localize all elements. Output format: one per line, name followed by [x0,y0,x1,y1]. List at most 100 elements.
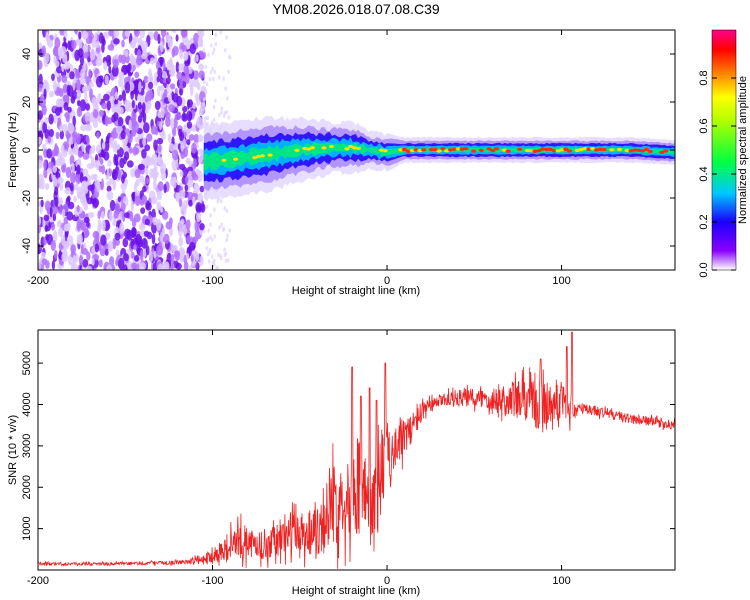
spectrogram-cell [148,81,154,90]
spectrogram-cell [209,235,212,240]
y-tick-label: 5000 [21,351,33,375]
spectrogram-hot-cell [459,147,465,151]
spectrogram-cell [163,233,170,244]
spectrogram-cell [77,99,81,107]
spectrogram-cell [226,233,229,238]
spectrogram-cell [218,225,221,230]
spectrogram-cell [113,210,119,219]
spectrogram-cell [59,183,64,191]
spectrogram-hot-cell [344,147,350,151]
spectrogram-hot-cell [382,149,388,153]
spectrogram-hot-cell [478,148,484,152]
spectrogram-cell [130,168,136,178]
spectrogram-cell [223,247,226,252]
spectrogram-cell [82,168,89,175]
spectrogram-cell [163,183,167,194]
spectrogram-cell [180,30,188,38]
spectrogram-hot-cell [463,147,469,151]
spectrogram-cell [93,160,99,169]
spectrogram-cell [83,52,89,59]
spectrogram-hot-cell [432,147,438,152]
spectrogram-cell [195,262,200,270]
spectrogram-cell [138,81,142,93]
spectrogram-cell [196,210,202,223]
spectrogram-cell [43,159,47,171]
spectrogram-cell [202,97,206,102]
spectrogram-cell [38,110,43,120]
spectrogram-cell [199,223,205,231]
spectrogram-cell [154,100,161,111]
spectrogram-cell [38,224,41,234]
spectrogram-cell [162,62,166,71]
spectrogram-cell [104,75,109,85]
spectrogram-cell [66,211,74,221]
spectrogram-cell [196,170,203,183]
spectrogram-cell [80,244,84,255]
spectrogram-cell [60,234,66,246]
spectrogram-cell [71,162,75,175]
spectrogram-cell [123,253,129,262]
spectrogram-cell [224,86,227,91]
spectrogram-cell [211,237,214,242]
spectrogram-cell [202,48,206,53]
spectrogram-hot-cell [639,149,646,153]
spectrogram-cell [116,143,121,150]
spectrogram-cell [98,223,102,230]
spectrogram-cell [151,233,156,245]
spectrogram-cell [54,186,59,196]
snr-frame [37,329,676,571]
spectrogram-cell [186,139,191,146]
spectrogram-cell [180,218,185,226]
spectrogram-cell [42,121,47,134]
spectrogram-cell [157,85,161,97]
spectrogram-cell [94,32,98,41]
spectrogram-cell [185,219,191,230]
spectrogram-hot-cell [471,149,477,153]
spectrogram-cell [225,208,229,213]
spectrogram-cell [179,88,183,96]
spectrogram-cell [159,85,165,92]
y-tick-label: 40 [21,48,33,60]
spectrogram-cell [63,223,70,232]
spectrogram-cell [44,117,49,124]
spectrogram-cell [81,180,88,188]
spectrogram-cell [142,102,146,113]
spectrogram-cell [98,259,103,268]
spectrogram-hot-cell [505,149,511,153]
spectrogram-cell [173,250,181,258]
spectrogram-cell [125,81,131,94]
spectrogram-cell [226,96,229,101]
spectrogram-hot-cell [221,158,227,162]
spectrogram-cell [131,262,138,270]
spectrogram-cell [196,82,201,91]
spectrogram-signal-ridge [203,115,675,202]
spectrogram-cell [159,206,164,213]
spectrogram-cell [113,38,120,45]
spectrogram-cell [113,140,118,148]
spectrogram-cell [223,252,227,258]
spectrogram-cell [85,134,90,143]
spectrogram-hot-cell [494,147,500,151]
spectrogram-cell [38,73,43,86]
spectrogram-cell [38,215,42,227]
spectrogram-cell [185,157,191,165]
spectrogram-cell [144,167,149,175]
y-tick-label: -20 [21,190,33,206]
snr-panel: -200 -100 0 100 1000 2000 3000 4000 5000 Height… [7,329,676,597]
spectrogram-hot-cell [405,149,411,153]
spectrogram-cell [217,252,220,258]
spectrogram-cell [117,105,122,115]
spectrogram-cell [146,100,152,110]
spectrogram-cell [228,55,232,60]
spectrogram-cell [73,196,77,203]
spectrogram-cell [72,133,77,144]
spectrogram-cell [155,60,160,70]
spectrogram-cell [112,170,118,180]
spectrogram-cell [198,63,204,71]
spectrogram-cell [85,124,92,132]
colorbar-ticks: 0.0 0.2 0.4 0.6 0.8 [698,70,736,278]
spectrogram-cell [139,249,144,261]
spectrogram-hot-cell [348,144,354,149]
y-tick-label: -40 [21,238,33,254]
spectrogram-cell [74,182,79,191]
